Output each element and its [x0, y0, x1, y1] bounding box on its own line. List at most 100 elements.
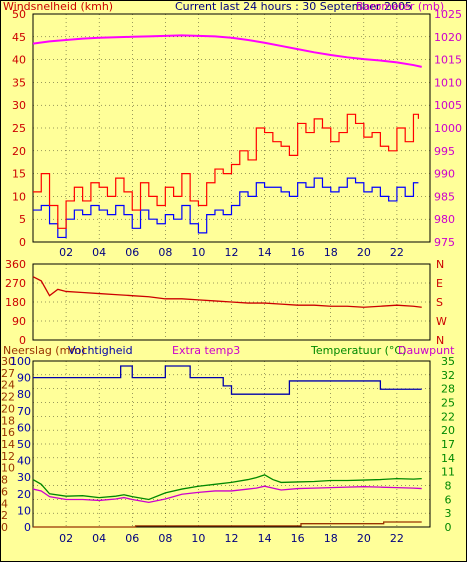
- temperature-tick-label: 17: [441, 438, 455, 451]
- temperature-tick-label: 0: [445, 521, 452, 534]
- temperature-tick-label: 3: [445, 507, 452, 520]
- rain-tick-label: 14: [1, 438, 15, 451]
- rain-tick-label: 24: [1, 379, 15, 392]
- direction-tick-label: 0: [19, 334, 26, 347]
- humidity-axis-label: Vochtigheid: [68, 344, 133, 357]
- rain-tick-label: 10: [1, 462, 15, 475]
- humidity-tick-label: 100: [10, 355, 31, 368]
- humidity-tick-label: 20: [17, 488, 31, 501]
- x-tick-label: 06: [125, 532, 139, 545]
- x-tick-label: 04: [92, 246, 106, 259]
- wind-tick-label: 25: [12, 122, 26, 135]
- temperature-tick-label: 28: [441, 383, 455, 396]
- x-tick-label: 08: [158, 532, 172, 545]
- rain-tick-label: 20: [1, 402, 15, 415]
- x-tick-label: 12: [225, 246, 239, 259]
- wind-y-ticks: 0 5 10 15 20 25 30 35 40 45 50: [12, 8, 26, 249]
- barometer-tick-label: 1005: [434, 99, 462, 112]
- humidity-y-ticks: 0 10 20 30 40 50 60 70 80 90 100: [10, 355, 31, 534]
- temperature-line: [32, 474, 422, 501]
- wind-tick-label: 20: [12, 145, 26, 158]
- x-tick-label: 06: [125, 246, 139, 259]
- wind-x-ticks: 02 04 06 08 10 12 14 16 18 20 22: [59, 246, 404, 259]
- wind-tick-label: 5: [19, 213, 26, 226]
- temperature-tick-label: 22: [441, 410, 455, 423]
- wind-direction-line: [32, 276, 422, 308]
- rain-tick-label: 12: [1, 450, 15, 463]
- x-tick-label: 20: [357, 532, 371, 545]
- x-tick-label: 14: [258, 532, 272, 545]
- rain-axis-label: Neerslag (mm): [3, 344, 85, 357]
- wind-tick-label: 50: [12, 8, 26, 21]
- x-tick-label: 18: [324, 246, 338, 259]
- barometer-tick-label: 980: [434, 213, 455, 226]
- rain-line: [33, 521, 422, 528]
- panel3-x-ticks: 02 04 06 08 10 12 14 16 18 20 22: [59, 532, 404, 545]
- wind-tick-label: 15: [12, 168, 26, 181]
- barometer-y-ticks: 975 980 985 990 995 1000 1005 1010 1015 1020 1025: [434, 8, 462, 249]
- direction-tick-label: 180: [5, 296, 26, 309]
- rain-tick-label: 22: [1, 391, 15, 404]
- rain-tick-label: 0: [1, 521, 8, 534]
- wind-tick-label: 35: [12, 76, 26, 89]
- compass-tick-label: N: [436, 334, 444, 347]
- x-tick-label: 04: [92, 532, 106, 545]
- x-tick-label: 18: [324, 532, 338, 545]
- barometer-tick-label: 995: [434, 145, 455, 158]
- humidity-tick-label: 80: [17, 388, 31, 401]
- wind-series: [32, 34, 422, 239]
- dewpoint-line: [32, 485, 422, 503]
- extra-temp-label: Extra temp3: [172, 344, 240, 357]
- x-tick-label: 20: [357, 246, 371, 259]
- temperature-tick-label: 35: [441, 355, 455, 368]
- direction-series: [32, 276, 422, 308]
- humidity-tick-label: 70: [17, 405, 31, 418]
- wind-tick-label: 30: [12, 99, 26, 112]
- x-tick-label: 16: [291, 532, 305, 545]
- humidity-tick-label: 0: [24, 521, 31, 534]
- direction-y-ticks: 0 90 180 270 360: [5, 258, 26, 347]
- barometer-tick-label: 1010: [434, 76, 462, 89]
- rain-tick-label: 8: [1, 474, 8, 487]
- compass-tick-label: N: [436, 258, 444, 271]
- humidity-tick-label: 60: [17, 421, 31, 434]
- wind-axis-label: Windsnelheid (kmh): [3, 0, 113, 13]
- x-tick-label: 14: [258, 246, 272, 259]
- panel3-series: [32, 365, 422, 528]
- x-tick-label: 08: [158, 246, 172, 259]
- barometer-tick-label: 975: [434, 236, 455, 249]
- barometer-tick-label: 1020: [434, 31, 462, 44]
- temperature-tick-label: 32: [441, 369, 455, 382]
- compass-tick-label: W: [436, 315, 447, 328]
- temperature-tick-label: 11: [441, 466, 455, 479]
- temperature-axis-label: Temperatuur (°C): [310, 344, 406, 357]
- x-tick-label: 02: [59, 532, 73, 545]
- humidity-tick-label: 40: [17, 455, 31, 468]
- rain-tick-label: 30: [1, 355, 15, 368]
- rain-tick-label: 27: [1, 367, 15, 380]
- barometer-tick-label: 1025: [434, 8, 462, 21]
- barometer-tick-label: 990: [434, 168, 455, 181]
- humidity-tick-label: 90: [17, 372, 31, 385]
- x-tick-label: 10: [191, 246, 205, 259]
- dewpoint-axis-label: Dauwpunt: [398, 344, 455, 357]
- barometer-line: [32, 34, 422, 68]
- temperature-tick-label: 20: [441, 424, 455, 437]
- compass-tick-label: E: [436, 277, 443, 290]
- rain-tick-label: 6: [1, 485, 8, 498]
- temperature-tick-label: 25: [441, 397, 455, 410]
- direction-tick-label: 90: [12, 315, 26, 328]
- x-tick-label: 12: [225, 532, 239, 545]
- wind-tick-label: 40: [12, 54, 26, 67]
- wind-tick-label: 0: [19, 236, 26, 249]
- compass-tick-label: S: [436, 296, 443, 309]
- x-tick-label: 16: [291, 246, 305, 259]
- x-tick-label: 22: [390, 532, 404, 545]
- direction-tick-label: 270: [5, 277, 26, 290]
